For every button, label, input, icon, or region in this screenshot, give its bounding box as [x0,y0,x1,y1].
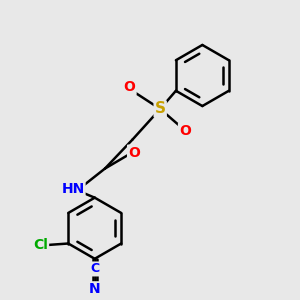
Text: Cl: Cl [33,238,48,252]
Text: O: O [128,146,140,160]
Text: O: O [124,80,136,94]
Text: O: O [179,124,191,138]
Text: C: C [90,262,99,275]
Text: N: N [89,282,100,296]
Text: S: S [155,101,166,116]
Text: HN: HN [61,182,85,196]
